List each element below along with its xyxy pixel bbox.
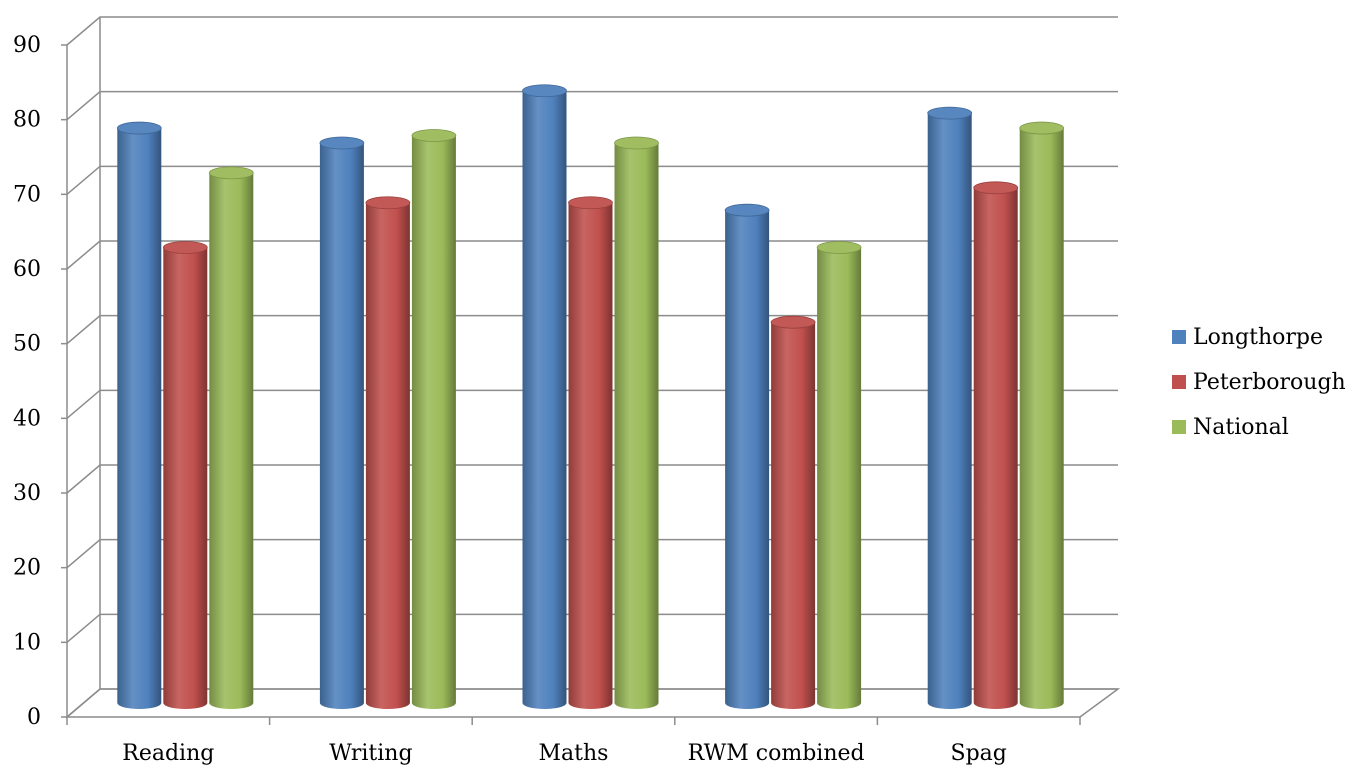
legend-swatch bbox=[1172, 375, 1186, 389]
bar-national-rwm-combined bbox=[816, 241, 862, 710]
bar-top bbox=[568, 196, 613, 210]
bar-top bbox=[816, 241, 862, 254]
bar-body bbox=[568, 202, 613, 709]
bar-peterborough-writing bbox=[365, 196, 411, 709]
bar-top bbox=[973, 181, 1019, 195]
legend-label: Peterborough bbox=[1193, 370, 1346, 395]
bar-top bbox=[522, 84, 567, 98]
y-tick-label: 0 bbox=[27, 705, 41, 730]
x-tick-label: RWM combined bbox=[688, 741, 865, 766]
bar-national-reading bbox=[208, 166, 254, 709]
bar-body bbox=[973, 187, 1018, 710]
x-tick-label: Reading bbox=[122, 741, 214, 766]
bar-top bbox=[319, 136, 365, 150]
bar-national-spag bbox=[1019, 121, 1065, 709]
legend-label: Longthorpe bbox=[1193, 325, 1323, 350]
bar-body bbox=[614, 143, 659, 709]
y-tick-label: 70 bbox=[13, 182, 41, 207]
bar-body bbox=[817, 247, 862, 710]
legend: Longthorpe Peterborough National bbox=[1172, 325, 1346, 440]
bar-peterborough-rwm-combined bbox=[770, 315, 816, 709]
y-tick-label: 60 bbox=[13, 257, 41, 282]
bar-body bbox=[117, 128, 162, 710]
y-tick-label: 20 bbox=[13, 556, 41, 581]
bar-body bbox=[725, 210, 770, 709]
bar-longthorpe-writing bbox=[319, 136, 365, 709]
legend-label: National bbox=[1193, 415, 1289, 440]
bars bbox=[116, 84, 1065, 710]
bar-top bbox=[927, 106, 973, 120]
bar-top bbox=[411, 129, 457, 142]
x-tick-label: Writing bbox=[329, 741, 412, 766]
bar-longthorpe-reading bbox=[116, 121, 162, 710]
bar-body bbox=[209, 172, 254, 709]
legend-item-national: National bbox=[1172, 415, 1289, 440]
y-axis-ticks: 0 10 20 30 40 50 60 70 80 90 bbox=[13, 33, 67, 730]
bar-top bbox=[1019, 121, 1065, 135]
gridline bbox=[66, 90, 1118, 121]
bar-body bbox=[522, 90, 567, 709]
bar-top bbox=[614, 136, 659, 150]
bar-body bbox=[365, 202, 410, 709]
legend-item-peterborough: Peterborough bbox=[1172, 370, 1346, 395]
bar-longthorpe-rwm-combined bbox=[724, 203, 770, 709]
y-tick-label: 30 bbox=[13, 481, 41, 506]
y-tick-label: 10 bbox=[13, 630, 41, 655]
bar-longthorpe-spag bbox=[927, 106, 973, 710]
bar-top bbox=[770, 315, 816, 329]
bar-body bbox=[319, 143, 364, 709]
bar-top bbox=[724, 203, 770, 217]
bar-top bbox=[116, 121, 162, 135]
bar-national-writing bbox=[411, 129, 457, 710]
bar-body bbox=[411, 135, 456, 710]
gridline bbox=[66, 314, 1118, 345]
gridlines bbox=[66, 16, 1118, 718]
bar-top bbox=[208, 166, 254, 180]
x-tick-label: Spag bbox=[951, 741, 1007, 766]
bar-body bbox=[163, 247, 208, 710]
y-tick-label: 40 bbox=[13, 406, 41, 431]
bar-body bbox=[771, 322, 816, 709]
y-tick-label: 80 bbox=[13, 108, 41, 133]
x-axis-ticks: Reading Writing Maths RWM combined Spag bbox=[66, 717, 1081, 766]
legend-item-longthorpe: Longthorpe bbox=[1172, 325, 1323, 350]
legend-swatch bbox=[1172, 330, 1186, 344]
bar-peterborough-spag bbox=[973, 181, 1019, 710]
bar-national-maths bbox=[614, 136, 659, 709]
gridline bbox=[66, 165, 1118, 195]
y-tick-label: 90 bbox=[13, 33, 41, 58]
y-tick-label: 50 bbox=[13, 332, 41, 357]
bar-body bbox=[1019, 128, 1064, 709]
gridline bbox=[66, 16, 1118, 46]
bar-top bbox=[162, 241, 208, 254]
bar-peterborough-reading bbox=[162, 241, 208, 710]
legend-swatch bbox=[1172, 420, 1186, 434]
x-tick-label: Maths bbox=[539, 741, 609, 766]
bar-body bbox=[927, 113, 972, 710]
gridline bbox=[66, 240, 1118, 270]
bar-top bbox=[365, 196, 411, 210]
bar-longthorpe-maths bbox=[522, 84, 567, 709]
bar-peterborough-maths bbox=[568, 196, 613, 709]
